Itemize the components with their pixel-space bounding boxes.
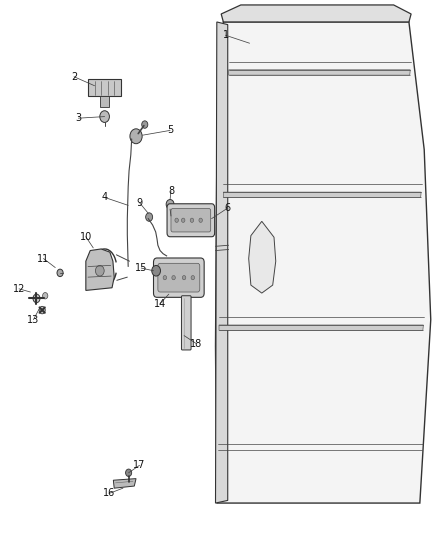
Polygon shape [88,79,121,96]
Text: 16: 16 [103,489,115,498]
Text: 2: 2 [71,72,77,82]
Text: 3: 3 [75,113,81,123]
Circle shape [199,218,202,222]
Circle shape [126,469,132,477]
Circle shape [95,265,104,276]
FancyBboxPatch shape [181,296,191,350]
Text: 10: 10 [80,232,92,242]
Text: 11: 11 [37,254,49,263]
Circle shape [163,276,166,280]
Circle shape [166,199,174,209]
Circle shape [172,276,175,280]
FancyBboxPatch shape [158,263,200,292]
Polygon shape [249,221,276,293]
Text: 17: 17 [133,461,146,470]
FancyBboxPatch shape [167,204,215,237]
FancyBboxPatch shape [171,208,211,232]
Circle shape [42,293,48,299]
Circle shape [39,306,45,314]
Text: 18: 18 [190,338,202,349]
Circle shape [181,218,185,222]
Polygon shape [215,22,431,503]
Circle shape [152,265,160,276]
Text: 1: 1 [223,30,229,41]
Polygon shape [86,249,114,290]
Circle shape [142,121,148,128]
Circle shape [100,111,110,123]
Text: 12: 12 [13,284,25,294]
Circle shape [33,294,40,303]
Circle shape [191,276,194,280]
Circle shape [190,218,194,222]
Polygon shape [229,70,410,75]
Polygon shape [113,479,136,488]
Circle shape [57,269,63,277]
Circle shape [146,213,152,221]
Circle shape [130,129,142,144]
Text: 13: 13 [27,314,39,325]
Polygon shape [219,325,424,330]
Polygon shape [100,96,109,107]
Polygon shape [221,5,411,22]
Circle shape [182,276,186,280]
Circle shape [175,218,178,222]
Text: 8: 8 [168,186,174,196]
Polygon shape [215,22,228,503]
FancyBboxPatch shape [153,258,204,297]
Text: 5: 5 [167,125,173,135]
Polygon shape [223,192,421,197]
Text: 4: 4 [102,192,108,203]
Text: 9: 9 [137,198,143,208]
Text: 14: 14 [154,298,166,309]
Text: 6: 6 [225,203,231,213]
Text: 15: 15 [135,263,148,273]
